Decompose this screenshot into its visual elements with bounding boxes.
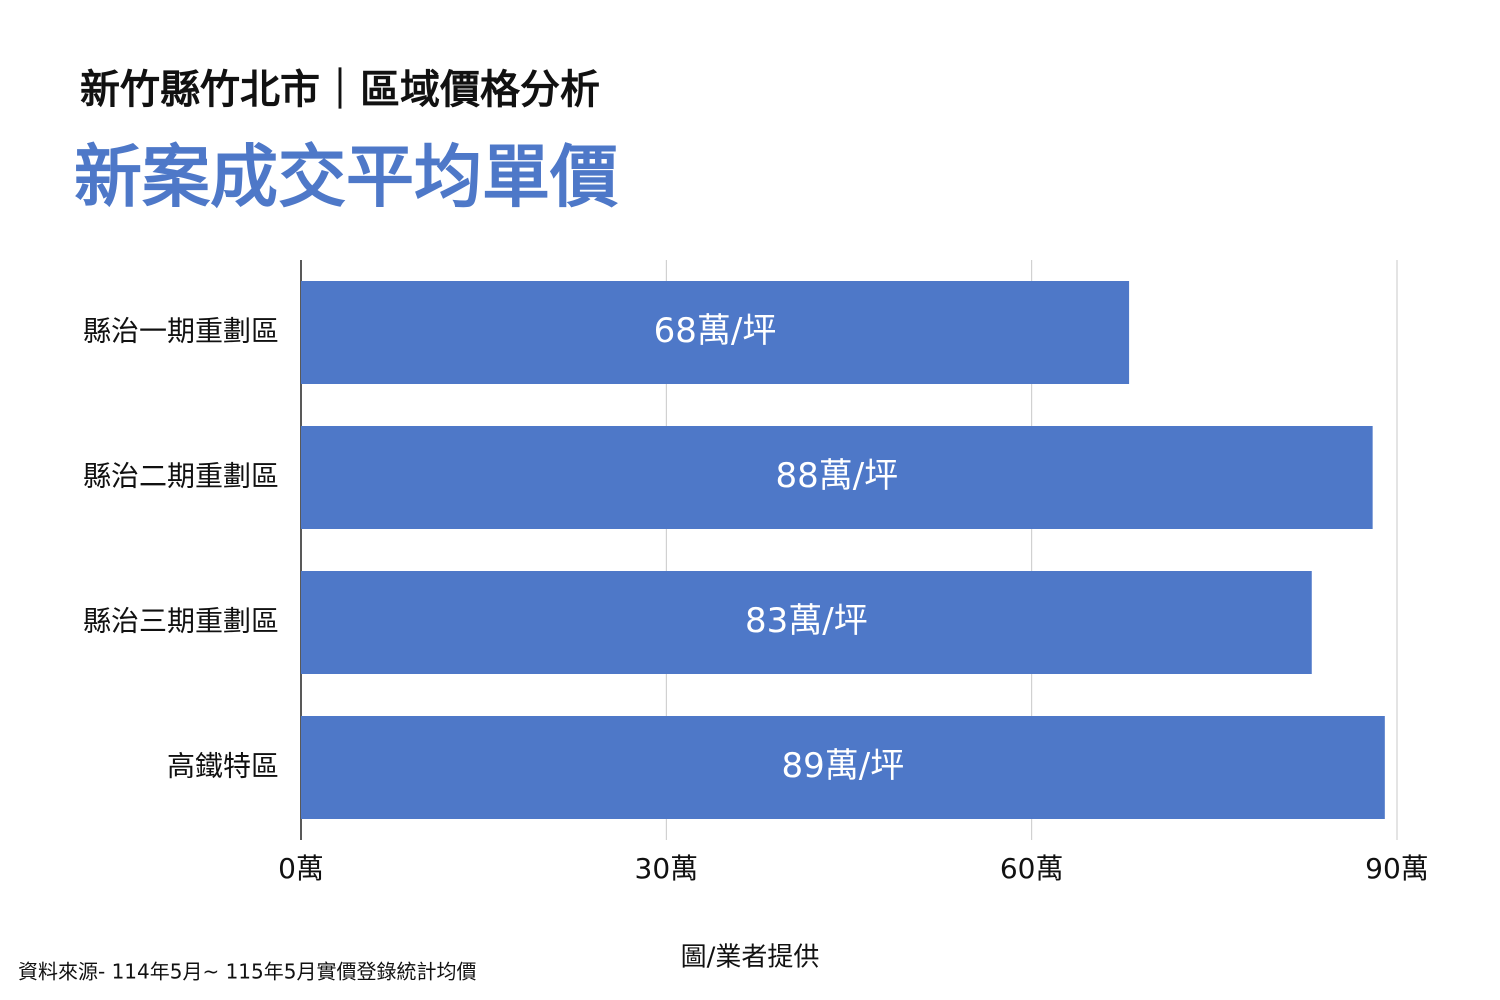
chart-title: 新竹縣竹北市｜區域價格分析 [80,67,600,113]
bar [301,281,1130,384]
bar [301,716,1385,819]
y-tick-label: 縣治三期重劃區 [83,605,279,638]
value-label: 68萬/坪 [654,311,777,351]
value-label: 83萬/坪 [745,601,868,641]
x-tick-label: 30萬 [635,852,699,885]
y-tick-label: 縣治一期重劃區 [83,315,279,348]
bar [301,426,1373,529]
credit-note: 圖/業者提供 [681,943,820,973]
y-tick-label: 高鐵特區 [167,750,279,783]
value-label: 88萬/坪 [775,456,898,496]
x-tick-label: 0萬 [278,852,324,885]
bar [301,571,1312,674]
y-tick-label: 縣治二期重劃區 [83,460,279,493]
x-tick-label: 90萬 [1365,852,1429,885]
value-label: 89萬/坪 [782,746,905,786]
source-note: 資料來源- 114年5月~ 115年5月實價登錄統計均價 [18,960,477,984]
x-tick-label: 60萬 [1000,852,1064,885]
chart-subtitle: 新案成交平均單價 [74,139,618,218]
